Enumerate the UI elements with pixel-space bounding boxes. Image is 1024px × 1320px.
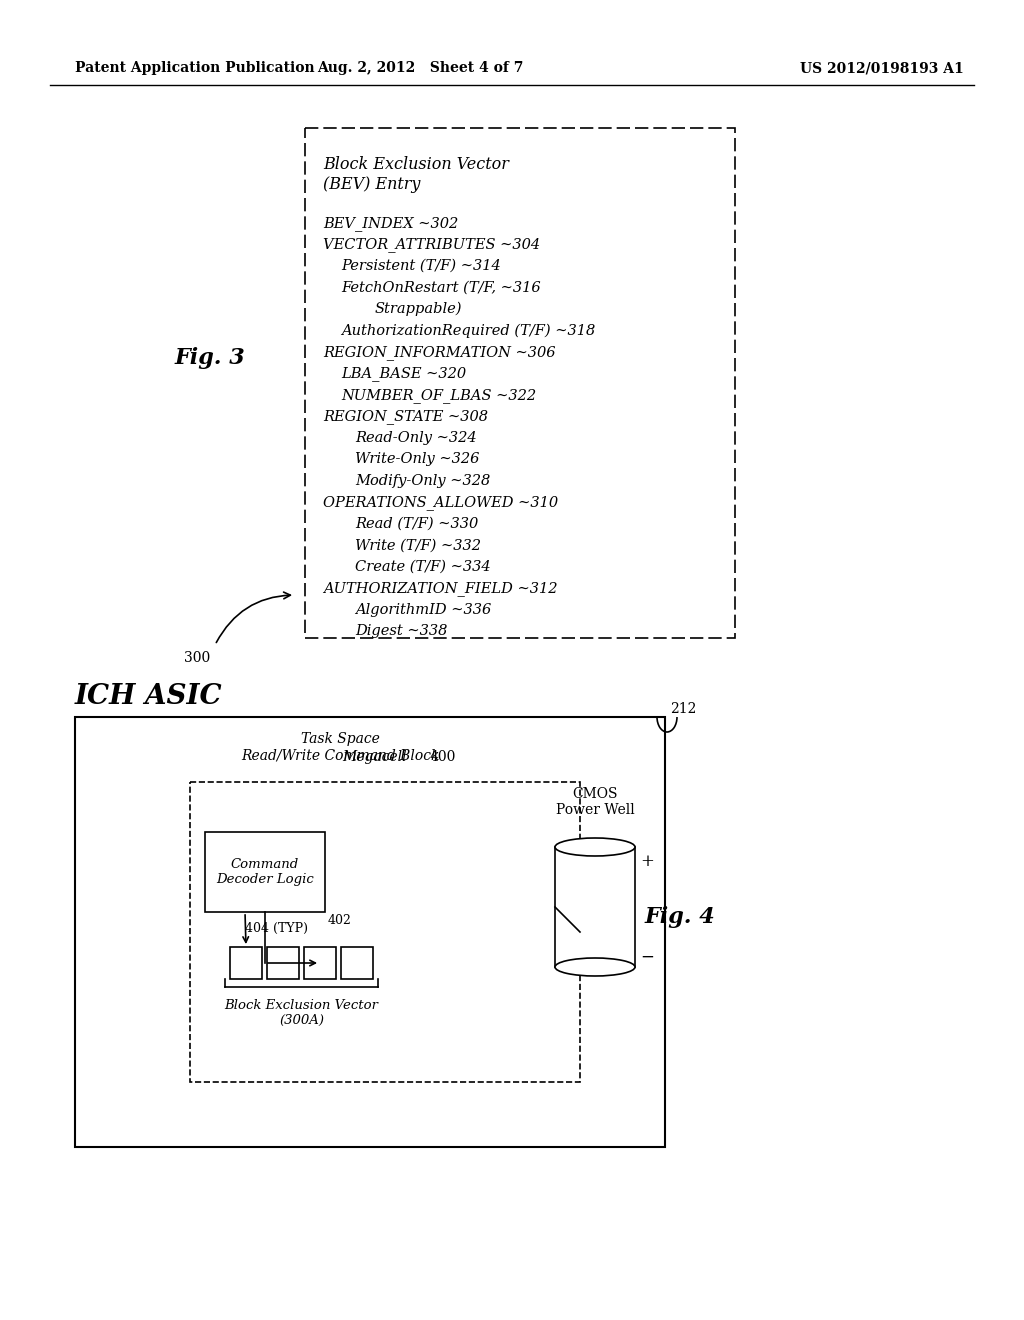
Text: Fig. 4: Fig. 4 <box>645 906 716 928</box>
Text: BEV_INDEX ∼302: BEV_INDEX ∼302 <box>323 216 459 231</box>
Text: Patent Application Publication: Patent Application Publication <box>75 61 314 75</box>
Text: Command
Decoder Logic: Command Decoder Logic <box>216 858 314 886</box>
Text: Megacell: Megacell <box>343 750 408 764</box>
Text: Write (T/F) ∼332: Write (T/F) ∼332 <box>355 539 481 553</box>
Text: Block Exclusion Vector
(300A): Block Exclusion Vector (300A) <box>224 999 379 1027</box>
Bar <box>267 946 299 979</box>
Text: Modify-Only ∼328: Modify-Only ∼328 <box>355 474 490 488</box>
Text: 300: 300 <box>184 651 210 665</box>
Text: REGION_STATE ∼308: REGION_STATE ∼308 <box>323 409 488 424</box>
Text: 212: 212 <box>670 702 696 715</box>
Text: Persistent (T/F) ∼314: Persistent (T/F) ∼314 <box>341 259 501 273</box>
Bar <box>205 832 325 912</box>
Bar <box>555 847 635 968</box>
Text: NUMBER_OF_LBAS ∼322: NUMBER_OF_LBAS ∼322 <box>341 388 537 403</box>
Text: US 2012/0198193 A1: US 2012/0198193 A1 <box>800 61 964 75</box>
Text: Aug. 2, 2012   Sheet 4 of 7: Aug. 2, 2012 Sheet 4 of 7 <box>316 61 523 75</box>
Text: OPERATIONS_ALLOWED ∼310: OPERATIONS_ALLOWED ∼310 <box>323 495 558 511</box>
Text: VECTOR_ATTRIBUTES ∼304: VECTOR_ATTRIBUTES ∼304 <box>323 238 540 252</box>
Text: +: + <box>640 854 654 870</box>
Text: Task Space
Read/Write Command Block: Task Space Read/Write Command Block <box>241 733 439 762</box>
Bar <box>341 946 373 979</box>
Ellipse shape <box>555 838 635 855</box>
Bar <box>304 946 336 979</box>
Text: AuthorizationRequired (T/F) ∼318: AuthorizationRequired (T/F) ∼318 <box>341 323 595 338</box>
Bar <box>190 781 580 1082</box>
Text: Block Exclusion Vector: Block Exclusion Vector <box>323 156 509 173</box>
FancyArrowPatch shape <box>216 593 291 643</box>
Bar <box>305 128 735 638</box>
Text: Create (T/F) ∼334: Create (T/F) ∼334 <box>355 560 490 574</box>
Text: LBA_BASE ∼320: LBA_BASE ∼320 <box>341 367 466 381</box>
Ellipse shape <box>555 958 635 975</box>
Text: REGION_INFORMATION ∼306: REGION_INFORMATION ∼306 <box>323 345 555 360</box>
Text: CMOS
Power Well: CMOS Power Well <box>556 787 635 817</box>
Text: (BEV) Entry: (BEV) Entry <box>323 176 421 193</box>
Text: −: − <box>640 949 654 965</box>
Text: 400: 400 <box>430 750 457 764</box>
Text: Read (T/F) ∼330: Read (T/F) ∼330 <box>355 517 478 531</box>
Text: Fig. 3: Fig. 3 <box>175 347 246 370</box>
Text: Strappable): Strappable) <box>375 302 463 317</box>
Text: FetchOnRestart (T/F, ∼316: FetchOnRestart (T/F, ∼316 <box>341 281 541 294</box>
Text: 404 (TYP): 404 (TYP) <box>245 921 308 935</box>
Text: Read-Only ∼324: Read-Only ∼324 <box>355 432 476 445</box>
Text: ICH ASIC: ICH ASIC <box>75 682 222 710</box>
Text: AUTHORIZATION_FIELD ∼312: AUTHORIZATION_FIELD ∼312 <box>323 582 557 597</box>
Text: Digest ∼338: Digest ∼338 <box>355 624 447 639</box>
Text: 402: 402 <box>328 913 352 927</box>
Text: AlgorithmID ∼336: AlgorithmID ∼336 <box>355 603 492 616</box>
Bar <box>75 717 665 1147</box>
Text: Write-Only ∼326: Write-Only ∼326 <box>355 453 479 466</box>
Bar <box>230 946 262 979</box>
